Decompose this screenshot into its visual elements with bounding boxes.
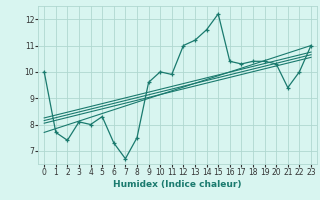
- X-axis label: Humidex (Indice chaleur): Humidex (Indice chaleur): [113, 180, 242, 189]
